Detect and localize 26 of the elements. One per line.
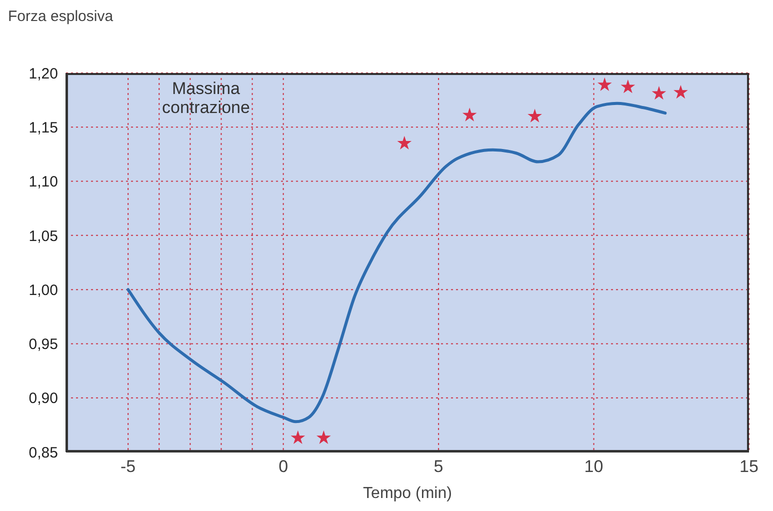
x-tick-label: 10 xyxy=(584,457,604,476)
x-tick-label: 15 xyxy=(740,457,758,476)
y-tick-label: 0,95 xyxy=(28,336,58,354)
y-tick-label: 0,90 xyxy=(28,390,58,408)
y-tick-label: 1,15 xyxy=(28,119,58,136)
point xyxy=(652,86,666,100)
point xyxy=(462,108,477,122)
point xyxy=(597,77,612,92)
y-tick-label: 1,05 xyxy=(28,228,58,245)
point xyxy=(620,80,636,94)
y-tick-label: 1,10 xyxy=(28,174,58,191)
point xyxy=(316,430,331,444)
point xyxy=(528,108,542,122)
point xyxy=(397,136,412,150)
annotation: Massima contrazione xyxy=(162,79,250,117)
line-series xyxy=(126,102,667,424)
y-tick-label: 1,20 xyxy=(28,65,58,82)
x-tick-label: 5 xyxy=(434,457,444,476)
point xyxy=(674,84,688,99)
x-tick-label: 0 xyxy=(278,457,288,476)
point xyxy=(290,430,306,444)
x-axis-title: Tempo (min) xyxy=(363,485,452,502)
y-tick-label: 0,85 xyxy=(28,444,58,462)
y-axis-title: Forza esplosiva xyxy=(8,8,114,25)
y-tick-label: 1,00 xyxy=(28,282,58,299)
x-tick-label: -5 xyxy=(120,457,136,476)
